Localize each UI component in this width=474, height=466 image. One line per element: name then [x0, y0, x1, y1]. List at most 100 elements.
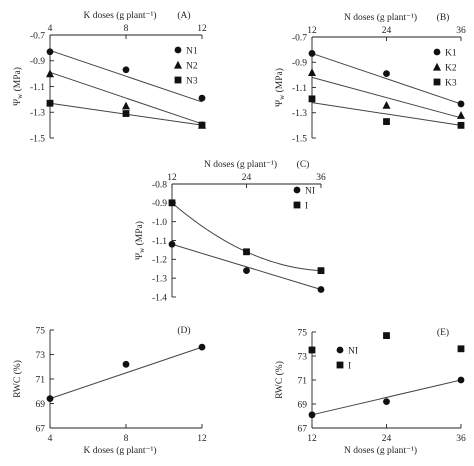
y-axis-title-subscript: w [278, 94, 286, 100]
y-tick-label: -1.5 [292, 134, 307, 144]
x-tick-label: 12 [307, 434, 317, 444]
data-point-series [46, 395, 54, 402]
legend-marker-k1 [433, 48, 441, 56]
data-point-n3 [198, 121, 206, 129]
data-point-k3 [383, 118, 390, 125]
x-tick-label: 4 [48, 434, 53, 444]
y-tick-label: 71 [36, 375, 46, 385]
legend-marker-i [293, 201, 301, 209]
fit-line-n1 [49, 49, 203, 103]
y-tick-label: -1.1 [30, 83, 45, 93]
x-tick-label: 12 [197, 434, 207, 444]
data-point-k3 [308, 95, 316, 103]
data-point-n3 [46, 99, 54, 107]
y-axis-title-symbol: Ψ [135, 253, 145, 260]
x-tick-label: 36 [456, 434, 466, 444]
y-tick-label: -1.5 [30, 134, 45, 144]
y-tick-label: 75 [298, 328, 308, 338]
legend-marker-i [336, 361, 344, 369]
data-point-k2 [382, 100, 391, 109]
y-axis-title: RWC (%) [274, 361, 285, 399]
fit-line-ni [311, 379, 462, 416]
y-axis-title-subscript: w [16, 93, 24, 99]
fit-line-n2 [49, 71, 203, 125]
fit-curve-i [171, 202, 322, 272]
legend-label-ni: NI [305, 187, 315, 197]
fit-line-k3 [311, 102, 462, 126]
data-point-ni [383, 398, 390, 405]
data-point-ni [243, 267, 250, 275]
y-tick-label: -1.3 [30, 109, 45, 119]
data-point-i [168, 199, 176, 207]
legend-label-ni: NI [348, 347, 358, 357]
y-tick-label: 67 [298, 424, 308, 434]
y-axis-title-unit: (MPa) [274, 68, 285, 95]
legend-label-n2: N2 [186, 62, 198, 72]
panel-c: 12 24 36 -0.8 -0.9 -1.0 -1.1 -1.2 -1.3 -1.4 N dose… [134, 159, 326, 303]
legend-label-k2: K2 [445, 64, 457, 74]
data-point-i [383, 332, 390, 339]
panel-label: (E) [437, 327, 449, 338]
legend-marker-k3 [433, 78, 441, 86]
y-tick-label: -0.9 [152, 199, 167, 209]
legend-marker-n3 [174, 76, 182, 84]
data-point-n2 [46, 69, 54, 78]
legend-marker-k2 [433, 62, 441, 71]
y-tick-label: -0.8 [152, 180, 167, 190]
y-tick-label: -1.2 [152, 256, 167, 266]
y-axis-title-unit: (MPa) [134, 221, 145, 248]
fit-line-ni [171, 243, 322, 290]
data-point-series [198, 343, 206, 351]
y-tick-label: -0.7 [30, 31, 45, 41]
y-tick-label: -1.1 [152, 237, 167, 247]
x-axis-title: K doses (g plant⁻¹) [83, 445, 156, 456]
x-axis-title: N doses (g plant⁻¹) [344, 12, 417, 23]
data-point-n3 [122, 110, 130, 117]
y-axis-title: Ψw (MPa) [12, 67, 24, 106]
legend-label-k1: K1 [445, 49, 457, 59]
x-tick-label: 12 [307, 26, 317, 36]
panel-label: (D) [177, 325, 190, 336]
legend-marker-n1 [174, 46, 182, 54]
panel-a: 4 8 12 -0.7 -0.9 -1.1 -1.3 -1.5 K doses (g plant… [12, 10, 207, 144]
data-point-i [243, 248, 250, 256]
data-point-ni [317, 286, 325, 293]
y-tick-label: -0.9 [292, 59, 307, 69]
legend-marker-ni [293, 186, 301, 194]
y-axis-title: Ψw (MPa) [274, 68, 286, 107]
y-tick-label: 69 [36, 400, 46, 410]
data-point-k2 [457, 111, 465, 119]
y-axis-title: Ψw (MPa) [134, 221, 146, 260]
y-tick-label: -1.3 [152, 274, 167, 284]
y-axis-title-unit: (MPa) [12, 67, 23, 94]
legend-label-i: I [305, 202, 308, 212]
y-tick-label: 71 [298, 376, 308, 386]
data-point-n2 [122, 101, 130, 110]
legend-label-n1: N1 [186, 47, 198, 57]
legend-marker-ni [336, 346, 344, 354]
y-tick-label: 67 [36, 424, 46, 434]
data-point-k2 [308, 68, 316, 76]
y-axis-title: RWC (%) [12, 360, 23, 398]
data-point-k1 [383, 70, 390, 78]
y-tick-label: -0.9 [30, 57, 45, 67]
y-tick-label: -1.3 [292, 109, 307, 119]
y-tick-label: -1.1 [292, 84, 307, 94]
y-axis-title-subscript: w [138, 247, 146, 253]
legend-label-i: I [348, 362, 351, 372]
y-tick-label: -0.7 [292, 33, 307, 43]
data-point-ni [457, 376, 465, 384]
fit-line-series [49, 346, 203, 400]
data-point-n1 [122, 66, 130, 74]
data-point-ni [308, 411, 316, 419]
y-tick-label: -1.4 [152, 293, 167, 303]
x-tick-label: 24 [382, 434, 392, 444]
data-point-series [122, 360, 130, 368]
panel-b: 12 24 36 -0.7 -0.9 -1.1 -1.3 -1.5 N doses (g pla… [274, 12, 466, 144]
x-axis-title: N doses (g plant⁻¹) [344, 445, 417, 456]
y-axis-title-symbol: RWC (%) [274, 361, 285, 399]
legend-marker-n2 [174, 60, 182, 69]
y-axis-title-symbol: Ψ [275, 100, 285, 107]
panel-label: (B) [437, 12, 450, 23]
